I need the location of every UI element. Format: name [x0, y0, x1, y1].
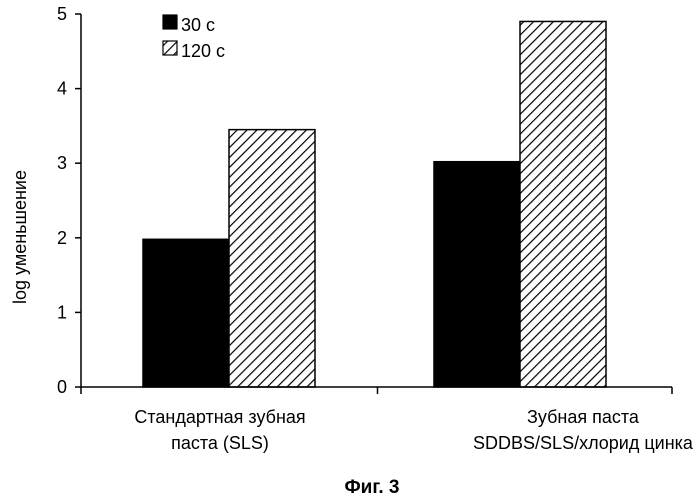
x-category-label: паста (SLS)	[171, 433, 269, 453]
bars-layer	[143, 21, 606, 387]
bar-chart: 0 1 2 3 4 5 Стандартная зубная паста (SLS) Зубна…	[0, 0, 698, 500]
bar-series2-cat2	[520, 21, 606, 387]
y-axis-label: log уменьшение	[10, 170, 30, 304]
x-category-label: Зубная паста	[527, 407, 640, 427]
bar-series1-cat1	[143, 239, 229, 387]
legend-swatch-series2	[163, 41, 177, 55]
bar-series2-cat1	[229, 130, 315, 387]
legend-swatch-series1	[163, 15, 177, 29]
figure-caption: Фиг. 3	[344, 477, 399, 498]
y-tick-label: 2	[57, 228, 67, 248]
legend-label-series1: 30 с	[181, 15, 215, 35]
y-tick-label: 3	[57, 153, 67, 173]
bar-series1-cat2	[434, 162, 520, 387]
legend: 30 с 120 с	[163, 15, 225, 61]
y-tick-label: 5	[57, 4, 67, 24]
y-tick-label: 0	[57, 377, 67, 397]
x-category-label: SDDBS/SLS/хлорид цинка	[473, 433, 694, 453]
y-tick-label: 4	[57, 79, 67, 99]
x-category-label: Стандартная зубная	[134, 407, 305, 427]
y-tick-label: 1	[57, 302, 67, 322]
legend-label-series2: 120 с	[181, 41, 225, 61]
